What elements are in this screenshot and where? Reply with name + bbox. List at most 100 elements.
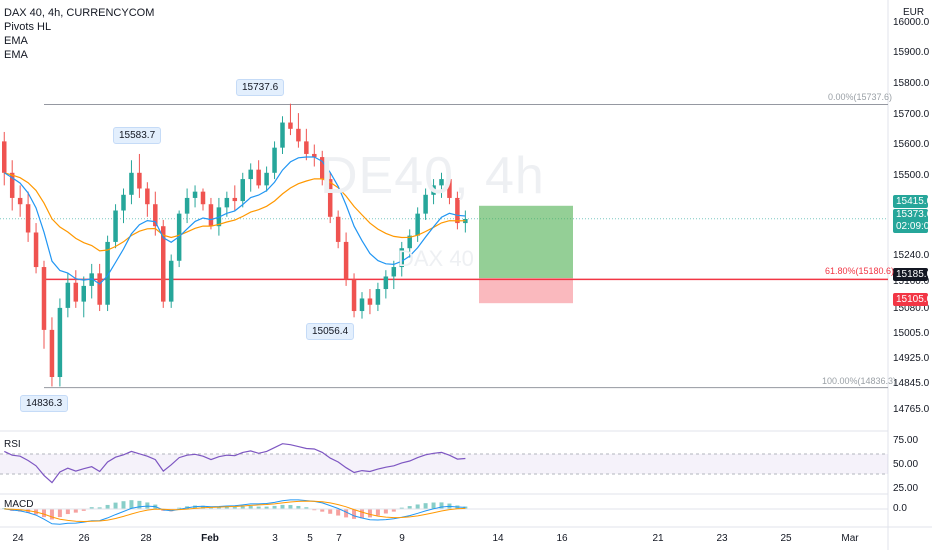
candle-body	[351, 279, 357, 312]
macd-histogram-bar	[391, 509, 396, 512]
rsi-tick: 50.00	[893, 459, 919, 470]
candle-body	[232, 197, 238, 202]
pivot-high-label: 15583.7	[113, 127, 162, 144]
indicator-ema-1[interactable]: EMA	[4, 35, 28, 47]
macd-histogram-bar	[296, 505, 301, 509]
macd-histogram-bar	[264, 506, 269, 509]
candle-body	[399, 248, 404, 268]
macd-histogram-bar	[312, 509, 317, 511]
macd-histogram-bar	[208, 507, 213, 509]
candle-body	[447, 179, 452, 198]
symbol-sub-watermark: DAX 40	[398, 246, 474, 271]
macd-histogram-bar	[375, 509, 380, 516]
candle-body	[25, 204, 31, 233]
price-tick: 15005.0	[893, 328, 930, 339]
price-tick: 14925.0	[893, 353, 930, 364]
macd-histogram-bar	[431, 502, 436, 509]
candle-body	[224, 197, 230, 208]
rsi-tick: 75.00	[893, 435, 919, 446]
time-tick: 5	[307, 533, 313, 544]
time-tick: 21	[652, 533, 664, 544]
macd-histogram-bar	[97, 507, 102, 509]
time-tick: 14	[492, 533, 504, 544]
candle-body	[153, 204, 158, 227]
candle-body	[184, 197, 190, 214]
candle-body	[137, 172, 142, 189]
candle-body	[375, 289, 381, 305]
macd-tick: 0.0	[893, 503, 907, 514]
macd-histogram-bar	[129, 500, 134, 509]
indicator-pivots-hl[interactable]: Pivots HL	[4, 21, 52, 33]
candle-body	[335, 216, 341, 242]
fib-level-0: 0.00%(15737.6)	[828, 92, 893, 102]
candle-body	[367, 298, 373, 305]
current-price-value: 15373.6	[896, 209, 932, 220]
macd-histogram-bar	[423, 503, 428, 509]
candle-body	[168, 260, 174, 302]
candle-body	[272, 147, 277, 173]
macd-histogram-bar	[113, 502, 118, 509]
macd-histogram-bar	[336, 509, 341, 516]
candle-body	[343, 241, 349, 280]
candle-body	[431, 185, 436, 195]
candle-body	[391, 267, 397, 277]
time-tick: 7	[336, 533, 342, 544]
stop-price-badge: 15105.0	[893, 293, 932, 306]
candle-body	[89, 273, 94, 286]
time-tick: 23	[716, 533, 728, 544]
candle-body	[248, 169, 253, 180]
macd-histogram-bar	[272, 505, 277, 509]
candle-body	[327, 179, 333, 217]
macd-label[interactable]: MACD	[4, 499, 34, 510]
candle-body	[129, 172, 134, 195]
time-tick: 28	[140, 533, 152, 544]
macd-histogram-bar	[105, 504, 110, 509]
candle-body	[97, 273, 102, 305]
indicator-ema-2[interactable]: EMA	[4, 49, 28, 61]
price-tick: 14765.0	[893, 404, 930, 415]
candle-body	[33, 232, 39, 268]
candle-body	[57, 307, 63, 378]
candle-body	[320, 157, 325, 180]
macd-histogram-bar	[367, 509, 372, 518]
macd-histogram-bar	[360, 509, 364, 519]
macd-histogram-bar	[320, 509, 325, 512]
symbol-title[interactable]: DAX 40, 4h, CURRENCYCOM	[4, 7, 155, 19]
candle-body	[415, 213, 420, 236]
candle-body	[65, 282, 71, 308]
candle-body	[105, 241, 110, 305]
price-tick: 16000.0	[893, 17, 930, 28]
macd-histogram-bar	[177, 507, 182, 509]
loss-zone	[479, 278, 573, 304]
macd-histogram-bar	[280, 504, 285, 509]
candle-body	[121, 194, 126, 211]
macd-histogram-bar	[57, 509, 62, 518]
time-tick: Mar	[841, 533, 859, 544]
macd-histogram-bar	[304, 507, 309, 509]
pivot-low-label: 15056.4	[306, 323, 355, 340]
candle-body	[113, 210, 118, 242]
macd-histogram-bar	[137, 500, 142, 509]
ema-slow-line	[4, 172, 466, 252]
macd-histogram-bar	[256, 506, 261, 509]
rsi-tick: 25.00	[893, 483, 919, 494]
rsi-label[interactable]: RSI	[4, 439, 21, 450]
chart-legend: DAX 40, 4h, CURRENCYCOM Pivots HL EMA EM…	[4, 6, 154, 62]
candle-body	[9, 172, 15, 198]
macd-histogram-bar	[42, 509, 46, 518]
candle-body	[145, 188, 150, 205]
candle-body	[359, 298, 365, 312]
candle-body	[312, 153, 317, 158]
candle-body	[407, 235, 412, 249]
candle-body	[81, 285, 86, 302]
fib-level-618: 61.80%(15180.6)	[825, 266, 895, 276]
candle-body	[200, 191, 206, 205]
macd-histogram-bar	[407, 506, 412, 509]
price-tick: 15080.0	[893, 303, 930, 314]
candle-body	[49, 329, 55, 378]
candle-body	[455, 197, 460, 224]
rsi-line	[4, 443, 466, 484]
entry-price-badge: 15185.0	[893, 268, 932, 281]
price-tick: 15240.0	[893, 250, 930, 261]
